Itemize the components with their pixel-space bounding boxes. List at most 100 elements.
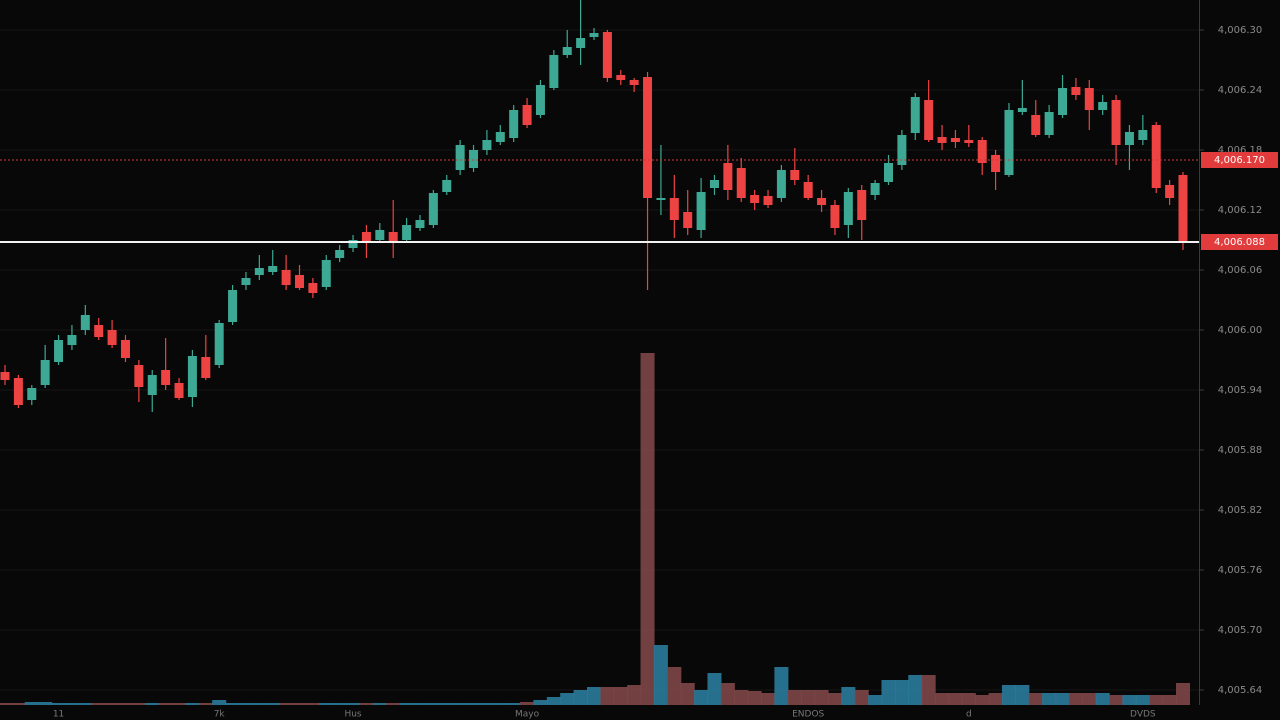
candle-body (937, 137, 947, 143)
volume-bar (627, 685, 642, 705)
volume-bar (640, 353, 655, 705)
candle-body (629, 80, 639, 85)
volume-bar (613, 687, 628, 705)
candle-body (830, 205, 840, 228)
price-label: 4,006.088 (1214, 237, 1265, 248)
candle-body (201, 357, 211, 378)
candle-body (616, 75, 626, 80)
volume-bar (600, 687, 615, 705)
volume-bar (265, 703, 280, 705)
candle-body (1138, 130, 1148, 140)
y-tick-label: 4,006.00 (1218, 325, 1263, 336)
volume-bar (908, 675, 923, 705)
volume-bar (372, 703, 387, 705)
candle-body (361, 232, 371, 242)
volume-bar (279, 703, 294, 705)
candle-body (469, 150, 479, 168)
volume-bar (185, 703, 200, 705)
candle-body (161, 370, 171, 385)
price-label-box (1201, 234, 1278, 250)
volume-bar (1176, 683, 1190, 705)
volume-bar (573, 690, 588, 705)
volume-bar (158, 703, 173, 705)
volume-bar (587, 687, 601, 705)
volume-bar (386, 703, 401, 705)
volume-bar (520, 702, 535, 705)
volume-bar (720, 683, 735, 705)
candle-body (522, 105, 532, 125)
volume-bar (1028, 693, 1043, 705)
candle-body (254, 268, 264, 275)
candle-body (884, 163, 893, 182)
candle-body (602, 32, 612, 78)
candle-body (54, 340, 64, 362)
x-tick-label: 11 (53, 710, 64, 720)
y-tick-label: 4,005.94 (1218, 385, 1263, 396)
candle-body (910, 97, 920, 133)
volume-bar (198, 703, 213, 705)
volume-bar (827, 693, 842, 705)
candle-body (241, 278, 251, 285)
y-tick-label: 4,006.24 (1218, 85, 1263, 96)
candle-body (495, 132, 505, 142)
candle-body (214, 323, 224, 365)
volume-bar (961, 693, 976, 705)
candle-body (576, 38, 586, 48)
candle-body (335, 250, 345, 258)
volume-bar (533, 700, 548, 705)
volume-bar (1068, 693, 1083, 705)
volume-bar (399, 703, 414, 705)
volume-bar (238, 703, 253, 705)
candle-body (549, 55, 559, 88)
volume-bar (1109, 695, 1124, 705)
candle-body (509, 110, 519, 138)
candle-body (228, 290, 238, 322)
x-tick-label: Mayo (515, 710, 540, 720)
volume-bar (439, 703, 454, 705)
volume-bar (332, 703, 347, 705)
candle-body (683, 212, 693, 228)
candle-body (1098, 102, 1108, 110)
volume-bar (1042, 693, 1057, 705)
candle-body (696, 192, 706, 230)
volume-bar (1001, 685, 1016, 705)
candle-body (268, 266, 278, 272)
volume-bar (426, 703, 441, 705)
candle-body (455, 145, 465, 170)
volume-bar (506, 703, 521, 705)
volume-bar (694, 690, 709, 705)
volume-bar (801, 690, 816, 705)
volume-bar (894, 680, 909, 705)
candle-body (1165, 185, 1175, 198)
x-tick-label: ENDOS (792, 710, 824, 720)
candle-body (281, 270, 291, 285)
candle-body (924, 100, 934, 140)
candle-body (1004, 110, 1014, 175)
volume-bar (854, 690, 869, 705)
candle-body (94, 325, 104, 337)
volume-bar (412, 703, 427, 705)
volume-bar (787, 690, 802, 705)
volume-bar (319, 703, 334, 705)
candle-body (817, 198, 827, 205)
candle-body (803, 182, 813, 198)
candle-body (40, 360, 50, 385)
candle-body (1044, 112, 1054, 135)
candle-body (723, 163, 733, 190)
y-tick-label: 4,005.76 (1218, 565, 1263, 576)
candle-body (67, 335, 77, 345)
candle-body (977, 140, 987, 163)
candle-body (1058, 88, 1068, 115)
candle-body (950, 138, 960, 142)
volume-bar (1095, 693, 1110, 705)
candle-body (562, 47, 572, 55)
volume-bar (667, 667, 682, 705)
candle-body (428, 193, 438, 225)
volume-bar (225, 703, 240, 705)
candle-body (709, 180, 719, 188)
candle-body (388, 232, 398, 242)
volume-bar (653, 645, 668, 705)
candle-body (187, 356, 197, 397)
candle-body (415, 220, 425, 228)
